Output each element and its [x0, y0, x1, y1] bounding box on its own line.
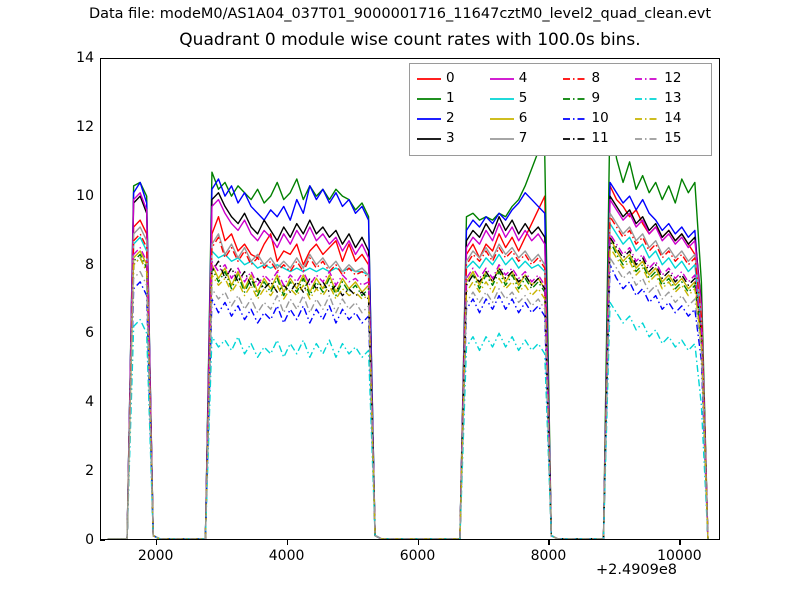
y-axis-tick-labels: 0 2 4 6 8 10 12 14 — [58, 50, 94, 548]
legend-label-8: 8 — [591, 70, 601, 87]
legend-swatch-0 — [416, 74, 442, 84]
legend-label-13: 13 — [664, 90, 682, 107]
series-line-11 — [107, 236, 709, 539]
y-tick-mark — [100, 540, 105, 542]
legend-swatch-8 — [562, 74, 588, 84]
y-tick-label: 6 — [85, 325, 94, 342]
legend-item-6[interactable]: 6 — [489, 109, 562, 129]
legend-label-7: 7 — [518, 130, 528, 147]
x-tick-mark — [286, 540, 288, 545]
legend-item-11[interactable]: 11 — [562, 129, 635, 149]
legend-item-14[interactable]: 14 — [634, 109, 707, 129]
legend-swatch-3 — [416, 134, 442, 144]
legend-swatch-6 — [489, 114, 515, 124]
x-tick-mark — [679, 540, 681, 545]
x-axis-offset-label: +2.4909e8 — [596, 562, 678, 578]
legend-label-9: 9 — [591, 90, 601, 107]
legend-label-14: 14 — [664, 110, 682, 127]
x-axis-tick-labels: 2000 4000 6000 8000 10000 — [100, 540, 720, 580]
legend-item-10[interactable]: 10 — [562, 109, 635, 129]
legend-item-15[interactable]: 15 — [634, 129, 707, 149]
legend-grid: 0 4 8 12 1 5 9 13 2 6 10 14 3 7 11 15 — [416, 69, 707, 149]
series-line-14 — [107, 246, 709, 539]
legend-label-10: 10 — [591, 110, 609, 127]
legend-label-0: 0 — [446, 70, 455, 87]
series-line-10 — [107, 264, 709, 539]
legend-item-7[interactable]: 7 — [489, 129, 562, 149]
series-line-1 — [107, 109, 709, 539]
x-tick-label: 8000 — [530, 548, 567, 564]
series-line-2 — [107, 178, 709, 539]
legend-label-3: 3 — [446, 130, 455, 147]
y-tick-label: 10 — [76, 187, 94, 204]
legend-swatch-10 — [562, 114, 588, 124]
legend[interactable]: 0 4 8 12 1 5 9 13 2 6 10 14 3 7 11 15 — [409, 63, 712, 156]
series-line-13 — [107, 301, 709, 539]
legend-item-3[interactable]: 3 — [416, 129, 489, 149]
legend-swatch-15 — [634, 134, 660, 144]
legend-label-1: 1 — [446, 90, 455, 107]
legend-item-9[interactable]: 9 — [562, 89, 635, 109]
x-tick-mark — [548, 540, 550, 545]
legend-swatch-12 — [634, 74, 660, 84]
legend-swatch-2 — [416, 114, 442, 124]
series-line-0 — [107, 185, 709, 539]
legend-swatch-9 — [562, 94, 588, 104]
legend-swatch-14 — [634, 114, 660, 124]
y-tick-label: 14 — [76, 50, 94, 66]
series-line-5 — [107, 222, 709, 539]
legend-swatch-13 — [634, 94, 660, 104]
x-tick-mark — [155, 540, 157, 545]
legend-item-8[interactable]: 8 — [562, 69, 635, 89]
chart-title: Quadrant 0 module wise count rates with … — [179, 30, 641, 50]
series-canvas — [107, 109, 709, 539]
legend-label-12: 12 — [664, 70, 682, 87]
y-tick-label: 8 — [85, 256, 94, 273]
legend-item-4[interactable]: 4 — [489, 69, 562, 89]
legend-item-5[interactable]: 5 — [489, 89, 562, 109]
series-line-3 — [107, 192, 709, 539]
legend-swatch-11 — [562, 134, 588, 144]
legend-item-0[interactable]: 0 — [416, 69, 489, 89]
series-line-4 — [107, 192, 709, 539]
x-tick-mark — [417, 540, 419, 545]
x-tick-label: 10000 — [657, 548, 702, 564]
legend-swatch-7 — [489, 134, 515, 144]
legend-label-11: 11 — [591, 130, 609, 147]
legend-label-2: 2 — [446, 110, 455, 127]
y-tick-label: 12 — [76, 118, 94, 135]
legend-item-13[interactable]: 13 — [634, 89, 707, 109]
series-line-8 — [107, 216, 709, 539]
legend-item-12[interactable]: 12 — [634, 69, 707, 89]
x-tick-label: 2000 — [137, 548, 174, 564]
y-tick-label: 0 — [85, 532, 94, 548]
y-tick-label: 2 — [85, 463, 94, 480]
legend-label-6: 6 — [518, 110, 528, 127]
legend-swatch-5 — [489, 94, 515, 104]
series-line-9 — [107, 240, 709, 539]
series-line-7 — [107, 212, 709, 539]
y-tick-label: 4 — [85, 394, 94, 411]
x-tick-label: 6000 — [399, 548, 436, 564]
legend-label-5: 5 — [518, 90, 528, 107]
x-tick-label: 4000 — [268, 548, 305, 564]
legend-item-1[interactable]: 1 — [416, 89, 489, 109]
legend-item-2[interactable]: 2 — [416, 109, 489, 129]
legend-label-15: 15 — [664, 130, 682, 147]
legend-label-4: 4 — [518, 70, 528, 87]
legend-swatch-1 — [416, 94, 442, 104]
series-line-15 — [107, 257, 709, 539]
series-line-6 — [107, 236, 709, 539]
legend-swatch-4 — [489, 74, 515, 84]
data-file-label: Data file: modeM0/AS1A04_037T01_90000017… — [88, 6, 712, 22]
